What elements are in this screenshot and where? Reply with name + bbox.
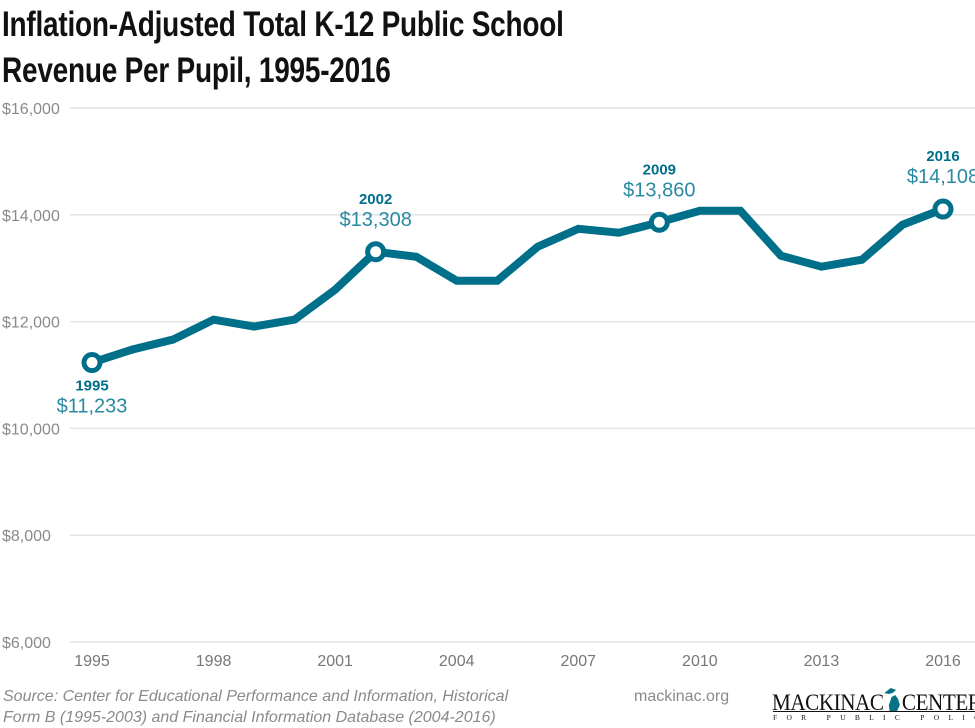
y-tick-label: $14,000 bbox=[2, 208, 60, 225]
annotation-value: $13,860 bbox=[623, 179, 695, 201]
y-tick-label: $8,000 bbox=[2, 528, 51, 545]
x-tick-label: 1995 bbox=[74, 653, 110, 670]
highlight-marker bbox=[932, 198, 954, 220]
x-tick-label: 2016 bbox=[925, 653, 961, 670]
x-tick-label: 2004 bbox=[439, 653, 475, 670]
annotation-year: 2016 bbox=[926, 148, 959, 165]
source-line-1: Source: Center for Educational Performan… bbox=[3, 688, 509, 705]
y-tick-label: $6,000 bbox=[2, 635, 51, 652]
site-link[interactable]: mackinac.org bbox=[634, 688, 730, 705]
logo-text-left: MACKINAC bbox=[772, 690, 884, 715]
logo-subtitle: FOR PUBLIC POLICY bbox=[773, 711, 975, 722]
x-tick-label: 2001 bbox=[317, 653, 353, 670]
michigan-icon bbox=[884, 688, 901, 712]
mackinac-center-logo: MACKINAC CENTER FOR PUBLIC POLICY bbox=[772, 678, 975, 726]
y-tick-label: $10,000 bbox=[2, 421, 60, 438]
y-tick-label: $16,000 bbox=[2, 101, 60, 118]
chart-title: Inflation-Adjusted Total K-12 Public Sch… bbox=[2, 2, 564, 94]
source-note: Source: Center for Educational Performan… bbox=[3, 686, 508, 728]
annotation-value: $14,108 bbox=[907, 166, 975, 188]
annotation-value: $11,233 bbox=[57, 396, 128, 418]
x-tick-label: 1998 bbox=[196, 653, 232, 670]
source-line-2: Form B (1995-2003) and Financial Informa… bbox=[3, 709, 496, 726]
annotation-year: 2009 bbox=[643, 161, 676, 178]
x-tick-label: 2013 bbox=[804, 653, 840, 670]
x-tick-label: 2010 bbox=[682, 653, 718, 670]
x-tick-label: 2007 bbox=[560, 653, 596, 670]
annotation-value: $13,308 bbox=[340, 209, 412, 231]
highlight-marker bbox=[365, 241, 387, 263]
data-line bbox=[90, 205, 945, 367]
logo-text-right: CENTER bbox=[901, 690, 975, 715]
annotation-year: 1995 bbox=[75, 378, 108, 395]
y-tick-label: $12,000 bbox=[2, 315, 60, 332]
highlight-marker bbox=[81, 352, 103, 374]
title-line-1: Inflation-Adjusted Total K-12 Public Sch… bbox=[2, 5, 564, 44]
title-line-2: Revenue Per Pupil, 1995-2016 bbox=[2, 51, 391, 90]
line-chart: $6,000 $8,000 $10,000 $12,000 $14,000 $16,000… bbox=[2, 101, 975, 670]
highlight-marker bbox=[648, 211, 670, 233]
annotation-year: 2002 bbox=[359, 191, 392, 208]
